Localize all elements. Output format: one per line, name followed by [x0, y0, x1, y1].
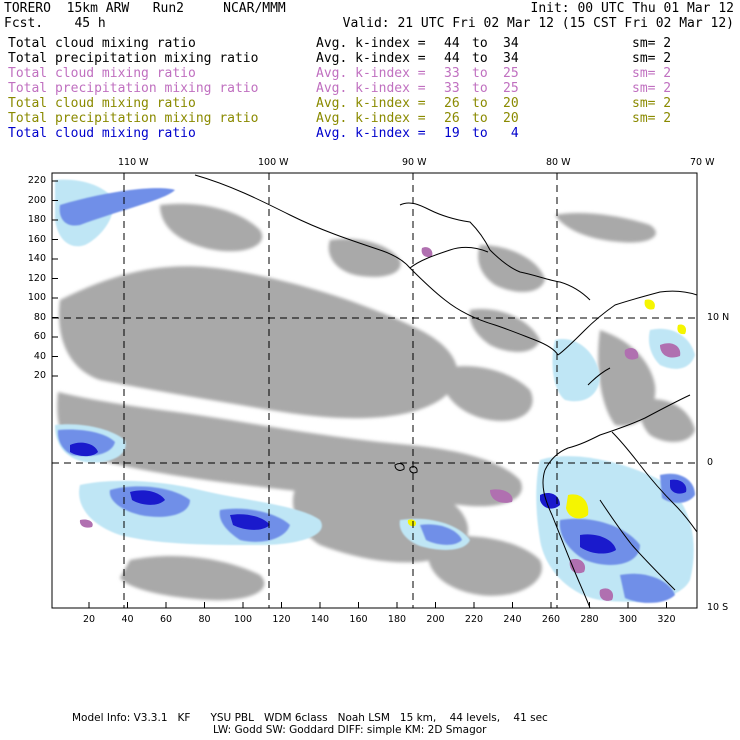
valid-time: Valid: 21 UTC Fri 02 Mar 12 (15 CST Fri … — [342, 16, 734, 31]
x-axis-label: 180 — [387, 614, 407, 625]
legend-smoothing: sm= 2 — [632, 51, 672, 66]
legend-field: Total precipitation mixing ratio — [8, 51, 259, 66]
y-axis-label: 120 — [27, 272, 46, 284]
legend-smoothing: sm= 2 — [632, 66, 672, 81]
legend-field: Total precipitation mixing ratio — [8, 81, 259, 96]
legend-avg-label: Avg. k-index = — [316, 126, 426, 141]
dark-blue-cloud — [70, 442, 687, 554]
x-axis-label: 20 — [82, 614, 96, 625]
legend-k-end: 20 — [503, 96, 519, 111]
legend-field: Total precipitation mixing ratio — [8, 111, 259, 126]
y-axis-label: 100 — [27, 292, 46, 303]
legend-avg-label: Avg. k-index = — [316, 96, 426, 111]
y-axis-label: 140 — [27, 253, 46, 264]
x-axis-label: 280 — [580, 614, 599, 625]
x-axis-label: 100 — [233, 614, 253, 625]
legend-to: to — [472, 36, 488, 51]
x-axis-label: 200 — [426, 614, 445, 625]
legend-field: Total cloud mixing ratio — [8, 36, 196, 51]
y-axis-label: 80 — [33, 311, 46, 323]
legend-k-end: 25 — [503, 66, 519, 81]
legend-k-start: 44 — [444, 51, 460, 66]
legend-k-end: 34 — [503, 36, 519, 51]
legend-to: to — [472, 126, 488, 141]
yellow-cloud — [407, 299, 687, 527]
y-axis-label: 220 — [27, 175, 46, 186]
lat-lon-grid — [52, 173, 697, 608]
legend-k-end: 20 — [503, 111, 519, 126]
y-axis-ticks — [52, 180, 58, 377]
legend-k-start: 33 — [444, 81, 460, 96]
legend-field: Total cloud mixing ratio — [8, 66, 196, 81]
legend-avg-label: Avg. k-index = — [316, 66, 426, 81]
legend-avg-label: Avg. k-index = — [316, 81, 426, 96]
x-axis-label: 220 — [464, 614, 484, 625]
latitude-label: 10 N — [707, 312, 730, 323]
legend-k-end: 25 — [503, 81, 519, 96]
model-title: TORERO 15km ARW Run2 NCAR/MMM — [4, 1, 286, 16]
gray-cloud-field — [57, 203, 695, 601]
legend-to: to — [472, 51, 488, 66]
y-axis-label: 20 — [33, 370, 46, 381]
x-axis-label: 40 — [121, 614, 134, 625]
y-axis-label: 40 — [33, 350, 46, 362]
legend-smoothing: sm= 2 — [632, 96, 672, 111]
legend-k-start: 26 — [444, 96, 460, 111]
legend-k-end: 34 — [503, 51, 519, 66]
longitude-label: 80 W — [546, 157, 571, 168]
legend-k-start: 44 — [444, 36, 460, 51]
y-axis-label: 200 — [27, 194, 46, 206]
latitude-label: 10 S — [707, 602, 729, 613]
legend-field: Total cloud mixing ratio — [8, 96, 196, 111]
longitude-label: 70 W — [690, 157, 715, 168]
legend-to: to — [472, 81, 488, 96]
forecast-hour: Fcst. 45 h — [4, 16, 106, 31]
x-axis-label: 120 — [272, 614, 291, 625]
legend-field: Total cloud mixing ratio — [8, 126, 196, 141]
legend-k-start: 33 — [444, 66, 460, 81]
x-axis-label: 80 — [198, 614, 211, 625]
legend-k-start: 26 — [444, 111, 460, 126]
x-axis-label: 160 — [349, 614, 368, 625]
latitude-label: 0 — [707, 457, 714, 468]
physics-info-line: LW: Godd SW: Goddard DIFF: simple KM: 2D… — [213, 724, 487, 736]
init-time: Init: 00 UTC Thu 01 Mar 12 — [530, 1, 735, 16]
legend-to: to — [472, 111, 488, 126]
y-axis-label: 180 — [27, 214, 46, 225]
legend-k-start: 19 — [444, 126, 460, 141]
x-axis-label: 60 — [159, 614, 173, 625]
x-axis-label: 140 — [310, 614, 330, 625]
x-axis-label: 300 — [618, 614, 638, 625]
longitude-label: 100 W — [258, 157, 289, 168]
longitude-label: 110 W — [118, 157, 149, 168]
legend-avg-label: Avg. k-index = — [316, 51, 426, 66]
legend-to: to — [472, 96, 488, 111]
legend-avg-label: Avg. k-index = — [316, 36, 426, 51]
x-axis-label: 320 — [657, 614, 676, 625]
legend-avg-label: Avg. k-index = — [316, 111, 426, 126]
x-axis-label: 260 — [541, 614, 561, 625]
legend-to: to — [472, 66, 488, 81]
legend-smoothing: sm= 2 — [632, 81, 672, 96]
y-axis-label: 160 — [27, 233, 46, 245]
legend-smoothing: sm= 2 — [632, 111, 672, 126]
x-axis-label: 240 — [503, 614, 522, 625]
legend-smoothing: sm= 2 — [632, 36, 672, 51]
x-axis-ticks — [88, 602, 667, 608]
y-axis-label: 60 — [33, 331, 46, 342]
model-info-line: Model Info: V3.3.1 KF YSU PBL WDM 6class… — [72, 712, 548, 724]
legend-k-end: 4 — [503, 126, 519, 141]
longitude-label: 90 W — [402, 157, 427, 168]
